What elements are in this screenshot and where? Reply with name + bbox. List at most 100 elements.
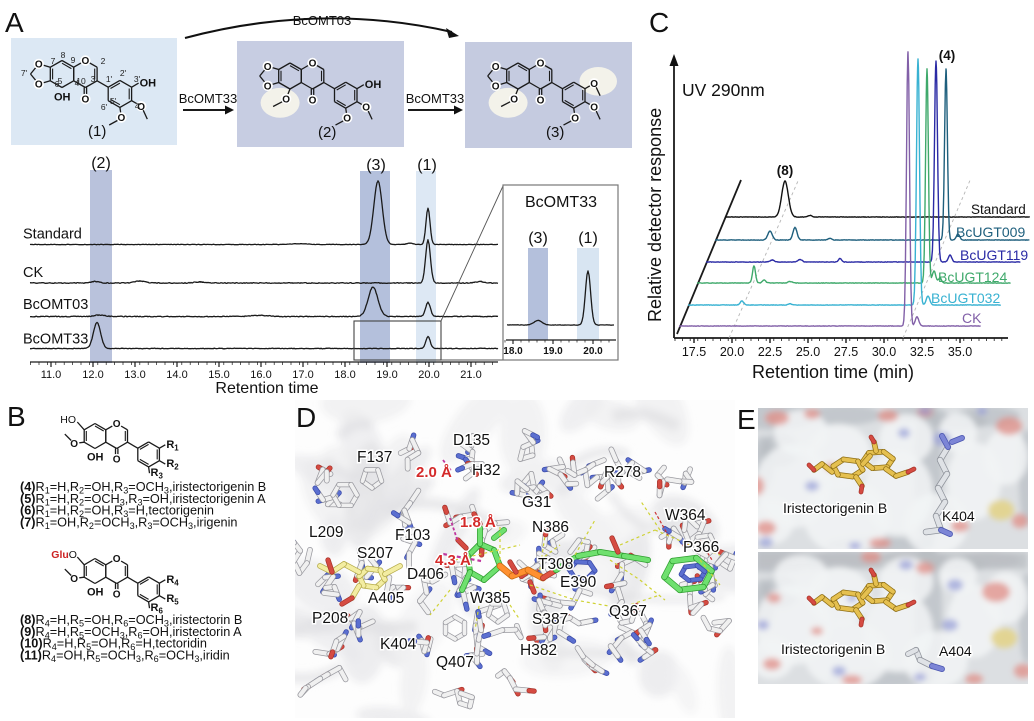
svg-text:W364: W364 [665, 507, 706, 524]
svg-text:18.0: 18.0 [334, 369, 355, 381]
svg-text:HO: HO [60, 414, 76, 426]
svg-text:O: O [492, 81, 500, 92]
svg-text:O: O [309, 96, 317, 107]
svg-text:17.5: 17.5 [682, 345, 706, 359]
svg-text:21.0: 21.0 [460, 369, 481, 381]
svg-text:O: O [82, 95, 90, 106]
svg-text:P208: P208 [312, 610, 348, 627]
svg-text:O: O [590, 103, 598, 114]
svg-text:OH: OH [87, 586, 104, 598]
svg-text:O: O [362, 103, 370, 114]
svg-text:(4)R1=H,R2=OH,R3=OCH3,iristect: (4)R1=H,R2=OH,R3=OCH3,iristectorigenin B [20, 480, 266, 496]
svg-text:18.0: 18.0 [503, 346, 523, 357]
svg-text:A404: A404 [939, 643, 972, 659]
svg-text:20.0: 20.0 [720, 345, 744, 359]
svg-text:O: O [343, 114, 351, 125]
svg-text:BcOMT33: BcOMT33 [23, 332, 88, 348]
svg-text:P366: P366 [683, 539, 719, 556]
svg-text:R4: R4 [166, 574, 179, 588]
svg-text:O: O [282, 94, 290, 105]
svg-text:Relative detector response: Relative detector response [645, 108, 665, 322]
svg-text:O: O [113, 554, 121, 565]
svg-text:BcUGT009: BcUGT009 [956, 224, 1025, 240]
svg-text:20.0: 20.0 [583, 346, 603, 357]
svg-text:5: 5 [58, 76, 63, 86]
svg-text:O: O [70, 439, 78, 450]
svg-text:12.0: 12.0 [82, 369, 103, 381]
svg-text:4: 4 [75, 78, 80, 88]
svg-text:S207: S207 [357, 545, 393, 562]
svg-text:O: O [492, 62, 500, 73]
svg-text:3': 3' [134, 74, 141, 84]
svg-text:(8): (8) [777, 163, 794, 178]
svg-text:16.0: 16.0 [250, 369, 271, 381]
svg-text:13.0: 13.0 [124, 369, 145, 381]
svg-text:15.0: 15.0 [208, 369, 229, 381]
svg-text:(10)R4=H,R5=OH,R6=H,tectoridin: (10)R4=H,R5=OH,R6=H,tectoridin [20, 637, 207, 653]
svg-text:A405: A405 [368, 590, 404, 607]
svg-text:F103: F103 [395, 527, 430, 544]
svg-text:O: O [537, 59, 545, 70]
svg-text:22.5: 22.5 [758, 345, 782, 359]
svg-text:(3): (3) [546, 124, 564, 141]
svg-text:(1): (1) [578, 230, 598, 247]
svg-text:Standard: Standard [971, 202, 1026, 217]
svg-text:30.0: 30.0 [872, 345, 896, 359]
svg-text:BcOMT03: BcOMT03 [23, 297, 88, 313]
svg-text:OH: OH [87, 451, 104, 463]
svg-text:Iristectorigenin B: Iristectorigenin B [783, 500, 887, 516]
svg-text:(1): (1) [417, 157, 437, 174]
svg-text:(7)R1=OH,R2=OCH3,R3=OCH3,irige: (7)R1=OH,R2=OCH3,R3=OCH3,irigenin [20, 515, 237, 531]
svg-text:BcUGT124: BcUGT124 [938, 269, 1007, 285]
svg-text:(5)R1=H,R2=OCH3,R3=OH,iristect: (5)R1=H,R2=OCH3,R3=OH,iristectorigenin A [20, 492, 266, 508]
svg-text:K404: K404 [380, 636, 417, 653]
svg-text:17.0: 17.0 [292, 369, 313, 381]
svg-text:7': 7' [21, 68, 28, 78]
svg-text:O: O [264, 81, 272, 92]
svg-text:27.5: 27.5 [834, 345, 858, 359]
svg-text:O: O [137, 102, 145, 113]
svg-text:10: 10 [76, 76, 86, 86]
svg-text:O: O [35, 80, 43, 91]
svg-text:(9)R4=H,R5=OCH3,R6=OH,iristect: (9)R4=H,R5=OCH3,R6=OH,iristectorin A [20, 625, 242, 641]
svg-text:20.0: 20.0 [418, 369, 439, 381]
svg-text:2': 2' [120, 68, 127, 78]
svg-text:T308: T308 [538, 556, 573, 573]
svg-text:5': 5' [110, 96, 117, 106]
svg-text:UV 290nm: UV 290nm [682, 80, 765, 100]
svg-text:O: O [309, 59, 317, 70]
svg-text:11.0: 11.0 [41, 369, 62, 381]
svg-text:O: O [113, 590, 121, 601]
svg-text:19.0: 19.0 [543, 346, 563, 357]
svg-text:O: O [113, 455, 121, 466]
svg-text:G31: G31 [522, 494, 551, 511]
svg-text:2.0 Å: 2.0 Å [416, 464, 452, 481]
svg-text:R3: R3 [151, 467, 164, 481]
svg-text:O: O [113, 419, 121, 430]
svg-text:BcUGT032: BcUGT032 [931, 290, 1000, 306]
svg-text:Q367: Q367 [609, 603, 647, 620]
svg-text:BcOMT33: BcOMT33 [525, 194, 597, 211]
svg-text:(3): (3) [528, 230, 548, 247]
svg-text:D406: D406 [407, 566, 444, 583]
svg-text:L209: L209 [309, 524, 343, 541]
svg-text:O: O [510, 94, 518, 105]
svg-text:K404: K404 [942, 508, 975, 524]
svg-text:4': 4' [135, 101, 142, 111]
svg-text:9: 9 [71, 55, 76, 65]
svg-text:(1): (1) [88, 123, 106, 140]
svg-text:GluO: GluO [51, 549, 77, 561]
svg-text:BcOMT03: BcOMT03 [293, 13, 352, 28]
svg-text:(4): (4) [939, 48, 956, 63]
svg-text:OH: OH [140, 78, 157, 90]
svg-text:F137: F137 [357, 449, 392, 466]
svg-text:OH: OH [365, 79, 382, 91]
svg-text:O: O [537, 96, 545, 107]
svg-text:R278: R278 [604, 464, 641, 481]
svg-text:6: 6 [55, 79, 60, 89]
svg-text:8: 8 [61, 50, 66, 60]
svg-text:BcOMT33: BcOMT33 [406, 91, 465, 106]
svg-text:R6: R6 [151, 602, 164, 616]
svg-text:BcUGT119: BcUGT119 [960, 247, 1028, 263]
svg-text:14.0: 14.0 [166, 369, 187, 381]
